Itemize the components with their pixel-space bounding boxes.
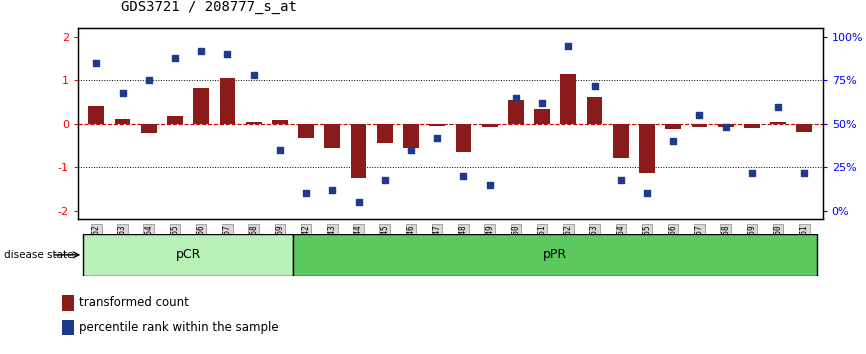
Point	[247, 73, 261, 78]
Point	[273, 147, 287, 153]
Point	[221, 52, 235, 57]
Point	[142, 78, 156, 83]
Bar	[797, 124, 812, 132]
Bar	[770, 122, 786, 124]
Bar	[560, 74, 576, 124]
Bar	[534, 109, 550, 124]
Bar	[293, 234, 818, 276]
Point	[430, 135, 444, 141]
Point	[89, 60, 103, 66]
Point	[719, 125, 733, 130]
Text: disease state: disease state	[4, 250, 74, 260]
Text: pCR: pCR	[176, 249, 201, 261]
Bar	[272, 120, 288, 124]
Bar	[325, 124, 340, 148]
Bar	[692, 124, 708, 126]
Bar	[114, 119, 131, 124]
Bar	[88, 105, 104, 124]
Point	[456, 173, 470, 179]
Point	[194, 48, 208, 54]
Bar	[220, 78, 236, 124]
Bar	[744, 124, 759, 128]
Bar	[62, 295, 74, 310]
Bar	[83, 234, 293, 276]
Point	[666, 138, 680, 144]
Text: pPR: pPR	[543, 249, 567, 261]
Point	[640, 190, 654, 196]
Bar	[508, 100, 524, 124]
Point	[745, 170, 759, 175]
Bar	[403, 124, 419, 148]
Bar	[665, 124, 681, 129]
Bar	[246, 122, 262, 124]
Point	[404, 147, 418, 153]
Bar	[456, 124, 471, 152]
Point	[168, 55, 182, 61]
Point	[482, 182, 496, 188]
Text: percentile rank within the sample: percentile rank within the sample	[79, 321, 279, 334]
Bar	[193, 88, 209, 124]
Point	[535, 100, 549, 106]
Text: transformed count: transformed count	[79, 296, 189, 309]
Bar	[141, 124, 157, 133]
Point	[509, 95, 523, 101]
Point	[798, 170, 811, 175]
Bar	[298, 124, 314, 138]
Bar	[718, 124, 734, 127]
Bar	[481, 124, 498, 127]
Bar	[430, 124, 445, 126]
Point	[772, 104, 785, 109]
Bar	[613, 124, 629, 158]
Point	[299, 190, 313, 196]
Point	[614, 177, 628, 182]
Bar	[377, 124, 392, 143]
Point	[352, 199, 365, 205]
Point	[115, 90, 129, 96]
Bar	[62, 320, 74, 336]
Point	[588, 83, 602, 88]
Point	[693, 112, 707, 118]
Text: GDS3721 / 208777_s_at: GDS3721 / 208777_s_at	[121, 0, 297, 14]
Bar	[586, 97, 603, 124]
Point	[378, 177, 391, 182]
Bar	[639, 124, 655, 172]
Point	[561, 43, 575, 48]
Bar	[351, 124, 366, 178]
Bar	[167, 116, 183, 124]
Point	[326, 187, 339, 193]
